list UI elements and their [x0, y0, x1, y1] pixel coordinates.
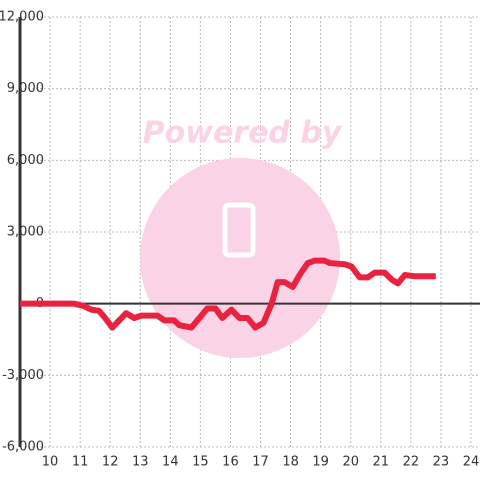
x-tick-label: 12: [102, 455, 119, 470]
x-tick-label: 11: [72, 455, 89, 470]
y-tick-label: -3,000: [2, 368, 44, 383]
watermark-icon: [222, 202, 256, 258]
x-tick-label: 10: [42, 455, 59, 470]
x-tick-label: 22: [403, 455, 420, 470]
y-tick-label: 12,000: [0, 10, 44, 25]
y-tick-label: -6,000: [2, 440, 44, 455]
x-tick-label: 15: [192, 455, 209, 470]
watermark-text: Powered by: [143, 116, 343, 151]
y-tick-label: 3,000: [7, 225, 44, 240]
y-tick-label: 6,000: [7, 153, 44, 168]
x-tick-label: 19: [312, 455, 329, 470]
x-tick-label: 14: [162, 455, 179, 470]
x-tick-label: 17: [252, 455, 269, 470]
x-tick-label: 24: [463, 455, 480, 470]
watermark-circle: [140, 158, 340, 358]
x-tick-label: 23: [433, 455, 450, 470]
x-tick-label: 21: [373, 455, 390, 470]
y-tick-label: 9,000: [7, 81, 44, 96]
x-tick-label: 16: [222, 455, 239, 470]
data-line: [20, 257, 436, 331]
x-tick-label: 20: [342, 455, 359, 470]
x-tick-label: 18: [282, 455, 299, 470]
x-tick-label: 13: [132, 455, 149, 470]
plot: 10 11 12 13 14 15 16 17 18 19 20 21 22 23 24 -6,000 -3,0…: [0, 10, 480, 470]
